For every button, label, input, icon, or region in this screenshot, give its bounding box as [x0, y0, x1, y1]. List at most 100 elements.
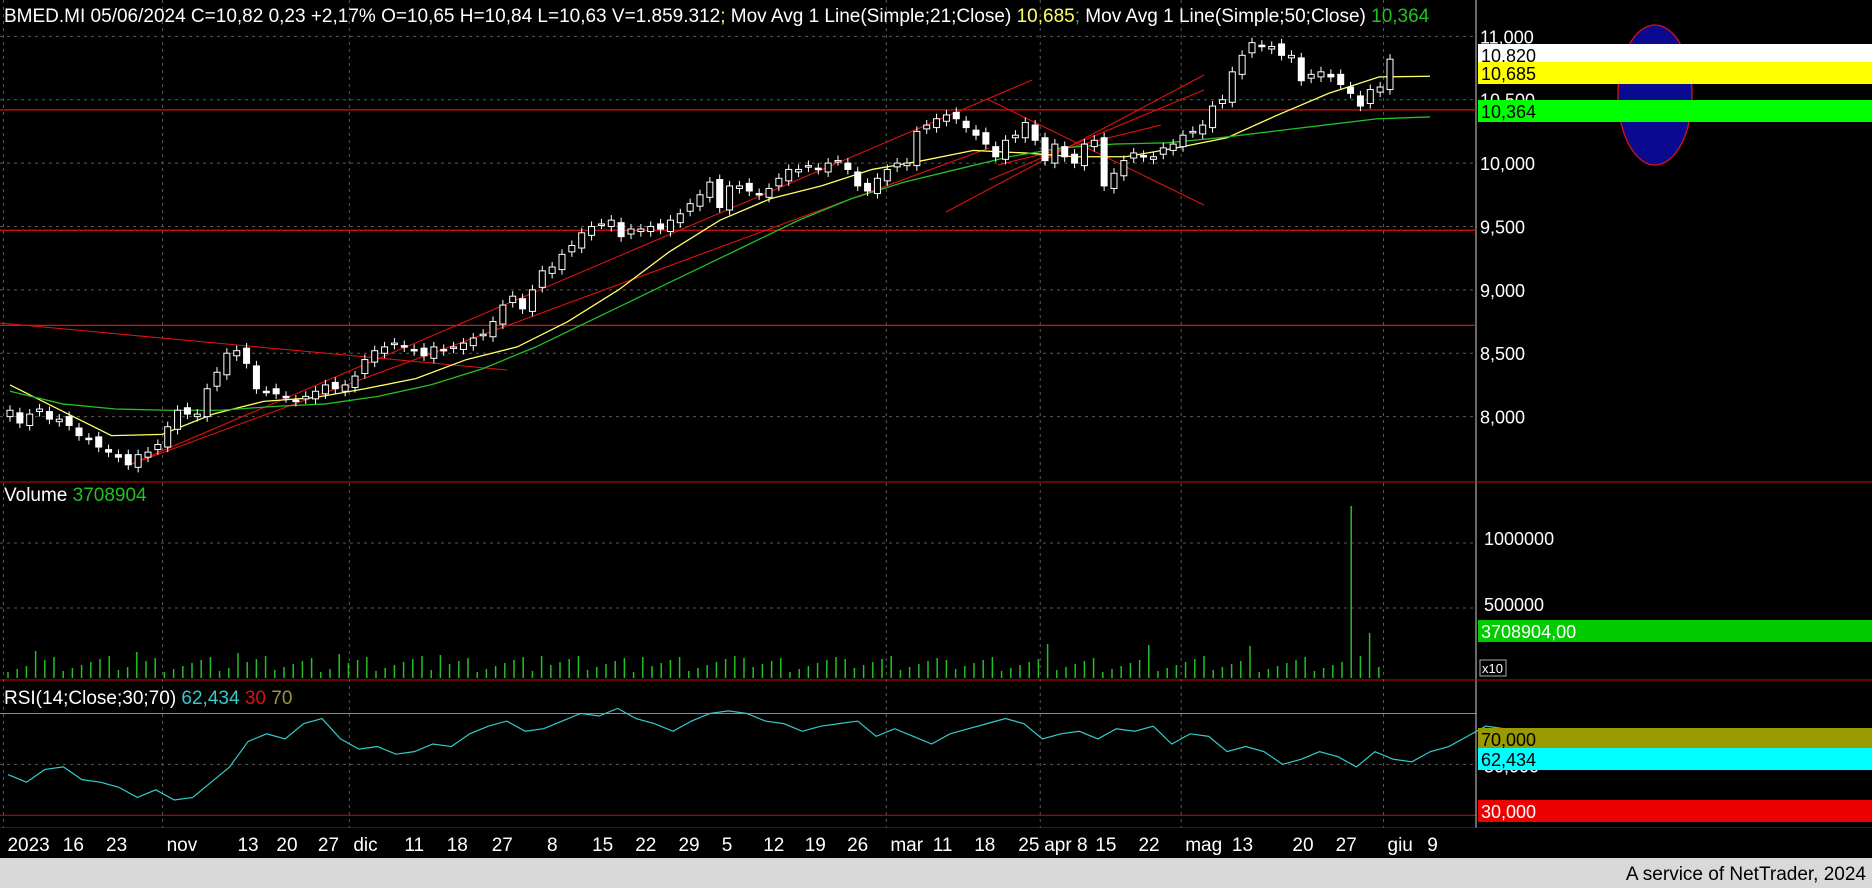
date-tick-label: mar — [890, 835, 923, 856]
candle-body — [568, 244, 576, 253]
candle-body — [1031, 124, 1039, 141]
grid-lines — [0, 0, 1476, 828]
candle-body — [933, 118, 941, 129]
candle-body — [775, 177, 783, 187]
date-tick-label: mag — [1185, 835, 1222, 856]
date-tick-label: 22 — [635, 835, 656, 856]
candle-body — [499, 304, 507, 325]
date-tick-label: 12 — [763, 835, 784, 856]
candle-body — [1110, 172, 1118, 189]
candle-body — [686, 203, 694, 212]
date-tick-label: 13 — [1232, 835, 1253, 856]
ma21-tag: 10,685 — [1481, 64, 1536, 84]
candle-body — [1287, 54, 1295, 59]
candle-body — [400, 345, 408, 348]
candle-body — [1061, 146, 1069, 158]
candle-body — [459, 342, 467, 350]
close-tag-bg — [1478, 44, 1872, 66]
candle-body — [735, 185, 743, 189]
date-tick-label: 27 — [1336, 835, 1357, 856]
candle-body — [26, 413, 34, 426]
rsi-tag: 62,434 — [1481, 750, 1536, 770]
candle-body — [873, 177, 881, 195]
candle-body — [726, 185, 734, 211]
candle-body — [952, 111, 960, 120]
candle-body — [814, 167, 822, 171]
candle-body — [1100, 137, 1108, 187]
candle-body — [903, 162, 911, 167]
ma50-tag-bg — [1478, 100, 1872, 122]
candle-body — [272, 388, 280, 395]
candle-body — [1347, 86, 1355, 94]
candle-body — [6, 409, 14, 418]
candle-body — [854, 171, 862, 187]
candle-body — [1149, 156, 1157, 160]
price-tick-label: 9,000 — [1480, 281, 1525, 301]
volume-tick-label: 1000000 — [1484, 529, 1554, 549]
date-tick-label: 8 — [547, 835, 558, 856]
date-tick-label: dic — [353, 835, 377, 856]
date-tick-label: 15 — [1095, 835, 1116, 856]
ma50-value: 10,364 — [1371, 6, 1430, 27]
candle-body — [795, 168, 803, 173]
candle-body — [1366, 89, 1374, 105]
candle-body — [696, 194, 704, 207]
candle-body — [1307, 73, 1315, 79]
date-tick-label: 27 — [318, 835, 339, 856]
candle-body — [1179, 134, 1187, 148]
candle-body — [410, 348, 418, 352]
candle-body — [1011, 134, 1019, 139]
candle-body — [972, 129, 980, 136]
candle-body — [1356, 95, 1364, 107]
candle-body — [1209, 105, 1217, 129]
volume-label: Volume — [4, 485, 73, 506]
date-tick-label: 25 — [1018, 835, 1039, 856]
rsi-header: RSI(14;Close;30;70) 62,434 30 70 — [4, 688, 292, 710]
candle-body — [114, 454, 122, 458]
candle-body — [558, 253, 566, 271]
candle-body — [85, 437, 93, 441]
price-tick-label: 10,000 — [1480, 154, 1535, 174]
candle-body — [657, 223, 665, 230]
candle-body — [538, 270, 546, 288]
candle-body — [213, 371, 221, 387]
candle-body — [588, 225, 596, 236]
candle-body — [75, 427, 83, 437]
candle-body — [637, 228, 645, 233]
volume-header: Volume 3708904 — [4, 485, 147, 507]
candle-body — [292, 399, 300, 403]
candle-body — [1169, 143, 1177, 151]
volume-tag: 3708904,00 — [1481, 622, 1576, 642]
price-tick-label: 9,500 — [1480, 217, 1525, 237]
candle-body — [321, 384, 329, 395]
candle-body — [479, 333, 487, 337]
candle-body — [1268, 45, 1276, 50]
price-tick-label: 8,500 — [1480, 344, 1525, 364]
candle-body — [834, 160, 842, 163]
candle-body — [144, 451, 152, 458]
candle-body — [647, 225, 655, 233]
trendline — [945, 74, 1205, 213]
candle-body — [1228, 71, 1236, 103]
ma21-label: Mov Avg 1 Line(Simple;21;Close) — [725, 6, 1017, 27]
candle-body — [1218, 99, 1226, 105]
candle-body — [578, 232, 586, 249]
moving-average-lines — [9, 75, 1431, 437]
rsi-label: RSI(14;Close;30;70) — [4, 688, 182, 709]
candle-body — [361, 359, 369, 375]
candle-body — [706, 181, 714, 198]
candle-body — [1159, 147, 1167, 155]
date-tick-label: apr 8 — [1044, 835, 1087, 856]
rsi30-tag: 30,000 — [1481, 802, 1536, 822]
volume-bars — [7, 506, 1380, 678]
volume-tick-label: 500000 — [1484, 595, 1544, 615]
trendline — [988, 89, 1205, 181]
volume-scale-box — [1479, 659, 1507, 677]
date-tick-label: 22 — [1138, 835, 1159, 856]
ma21-line — [9, 75, 1431, 437]
date-tick-label: nov — [167, 835, 198, 856]
date-tick-label: 13 — [237, 835, 258, 856]
candle-body — [1120, 160, 1128, 177]
candle-body — [134, 454, 142, 468]
candle-body — [1337, 73, 1345, 86]
